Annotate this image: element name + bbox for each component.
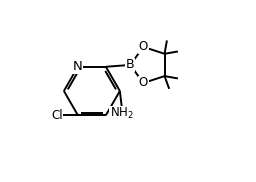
Text: O: O: [139, 76, 148, 90]
Text: Cl: Cl: [51, 109, 62, 122]
Text: B: B: [126, 58, 135, 72]
Text: NH$_2$: NH$_2$: [110, 106, 134, 121]
Text: N: N: [73, 60, 83, 73]
Text: O: O: [139, 40, 148, 53]
